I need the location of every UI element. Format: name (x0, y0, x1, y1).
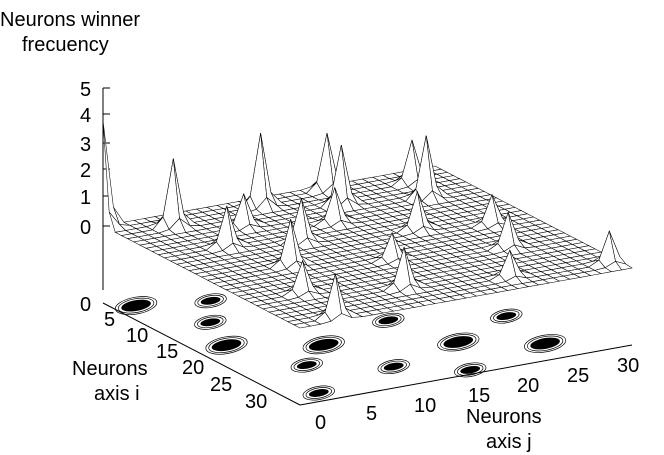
contour-ring (437, 332, 480, 352)
i-tick-label-30: 30 (245, 391, 267, 413)
i-tick-label-10: 10 (126, 325, 148, 347)
contour-blob (308, 338, 339, 351)
contour-ring (493, 310, 520, 322)
contour-ring (302, 335, 345, 355)
contour-blob (460, 365, 481, 374)
j-axis-label-line1: Neurons (466, 406, 542, 428)
i-axis-label-line1: Neurons (72, 358, 148, 380)
contour-ring (377, 359, 410, 375)
surface-mesh (102, 120, 633, 329)
contour-ring (305, 336, 342, 353)
i-tick-label-20: 20 (182, 357, 204, 379)
i-tick-label-0: 0 (80, 294, 91, 316)
j-axis-line (299, 344, 633, 406)
contour-blob (308, 389, 329, 397)
contour-ring (194, 314, 227, 330)
contour-ring (197, 294, 224, 307)
contour-blob (296, 361, 317, 370)
z-axis-label-line2: frecuency (22, 34, 109, 56)
contour-ring (197, 316, 224, 329)
surface-cell (102, 120, 120, 225)
j-tick-label-0: 0 (315, 412, 326, 434)
surface-cell (598, 230, 616, 269)
contour-blob (530, 337, 560, 350)
contour-ring (372, 312, 405, 328)
z-tick-label-1: 1 (80, 187, 91, 209)
contour-ring (454, 362, 487, 378)
i-axis-label-line2: axis i (94, 383, 140, 405)
contour-blob (121, 299, 151, 312)
contour-blob (496, 312, 517, 321)
contour-ring (440, 334, 477, 350)
surface-cell (401, 139, 419, 188)
j-tick-label-25: 25 (567, 365, 589, 387)
j-tick-label-10: 10 (414, 395, 436, 417)
contour-blob (383, 362, 404, 371)
contour-blob (200, 296, 221, 305)
contour-ring (490, 308, 523, 324)
contour-ring (526, 335, 564, 352)
z-tick-label-5: 5 (80, 79, 91, 101)
j-tick-label-30: 30 (617, 355, 639, 377)
z-tick-label-4: 4 (80, 105, 91, 127)
contour-ring (524, 334, 567, 353)
contour-ring (380, 360, 407, 373)
j-tick-label-5: 5 (366, 403, 377, 425)
contour-ring (205, 335, 248, 355)
contour-blob (211, 339, 242, 352)
contour-ring (457, 364, 484, 376)
j-axis-label-line2: axis j (486, 431, 532, 453)
i-tick-label-25: 25 (210, 374, 232, 396)
surface-cell (162, 158, 180, 230)
surface-cell (292, 322, 312, 329)
z-axis-label-line1: Neurons winner (0, 9, 140, 31)
contour-ring (305, 387, 332, 399)
contour-ring (208, 337, 245, 354)
z-tick-label-3: 3 (80, 134, 91, 156)
z-tick-label-0: 0 (80, 217, 91, 239)
z-tick-label-2: 2 (80, 160, 91, 182)
contour-ring (293, 359, 320, 371)
contour-ring (290, 357, 323, 373)
j-tick-label-15: 15 (468, 385, 490, 407)
contour-ring (375, 314, 402, 327)
contour-ring (117, 297, 155, 314)
contour-ring (194, 293, 227, 309)
surface-cell (316, 133, 334, 194)
surface-cell (249, 133, 267, 210)
contour-blob (200, 318, 221, 327)
i-tick-label-15: 15 (156, 341, 178, 363)
contour-blob (443, 336, 474, 348)
i-tick-label-5: 5 (104, 309, 115, 331)
j-tick-label-20: 20 (517, 375, 539, 397)
contour-ring (302, 385, 335, 401)
contour-blob (378, 316, 399, 325)
i-axis-line (102, 302, 301, 406)
